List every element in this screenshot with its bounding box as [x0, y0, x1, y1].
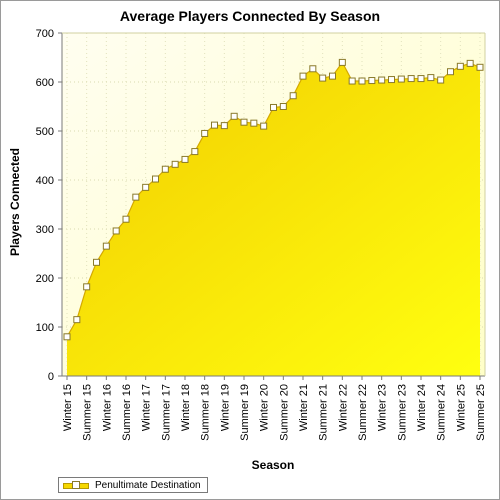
chart-title: Average Players Connected By Season — [119, 8, 381, 24]
data-point — [250, 119, 258, 127]
legend-swatch — [63, 480, 89, 490]
x-tick-label: Winter 23 — [377, 384, 389, 431]
x-tick-label: Summer 15 — [82, 384, 94, 441]
y-tick-label: 600 — [36, 77, 54, 89]
x-tick-label: Winter 19 — [219, 384, 231, 431]
data-point — [299, 72, 307, 80]
data-point — [83, 283, 91, 291]
data-point — [112, 227, 120, 235]
x-tick-label: Winter 22 — [337, 384, 349, 431]
data-point — [466, 59, 474, 67]
data-point — [73, 316, 81, 324]
y-tick-label: 100 — [36, 322, 54, 334]
data-point — [270, 103, 277, 111]
data-point — [279, 103, 287, 110]
x-tick-label: Winter 24 — [416, 384, 428, 431]
x-tick-label: Winter 18 — [180, 384, 192, 431]
x-tick-label: Summer 24 — [436, 384, 448, 441]
data-point — [476, 63, 484, 71]
data-point — [132, 193, 140, 201]
legend: Penultimate Destination — [58, 477, 208, 493]
data-point — [220, 122, 228, 130]
data-point — [230, 112, 238, 120]
x-tick-label: Winter 20 — [259, 384, 271, 431]
x-tick-label: Summer 22 — [357, 384, 369, 441]
x-tick-label: Summer 19 — [239, 384, 251, 441]
data-point — [122, 215, 130, 223]
data-point — [93, 258, 100, 266]
data-point — [407, 75, 415, 83]
y-tick-label: 200 — [36, 273, 54, 285]
y-tick-label: 300 — [36, 224, 54, 236]
data-point — [437, 76, 445, 84]
x-tick-label: Winter 16 — [101, 384, 113, 431]
y-tick-label: 500 — [36, 126, 54, 138]
data-point — [201, 129, 209, 137]
x-tick-label: Summer 25 — [475, 384, 487, 441]
x-tick-label: Winter 21 — [298, 384, 310, 431]
data-point — [161, 165, 169, 173]
data-point — [102, 242, 110, 250]
data-point — [388, 76, 395, 84]
data-point — [378, 76, 386, 84]
data-point — [171, 160, 179, 168]
y-tick-label: 400 — [36, 175, 54, 187]
data-point — [427, 74, 435, 82]
x-tick-label: Summer 20 — [278, 384, 290, 441]
data-point — [260, 122, 268, 130]
data-point — [142, 183, 150, 191]
x-tick-label: Summer 16 — [121, 384, 133, 441]
data-point — [329, 72, 336, 80]
x-tick-label: Summer 23 — [396, 384, 408, 441]
data-point — [152, 175, 159, 183]
x-tick-label: Summer 18 — [200, 384, 212, 441]
legend-label: Penultimate Destination — [95, 479, 201, 491]
data-point — [338, 58, 346, 66]
data-point — [397, 75, 405, 83]
x-tick-label: Winter 17 — [141, 384, 153, 431]
data-point — [447, 68, 454, 76]
data-point — [191, 148, 199, 156]
data-point — [211, 121, 218, 129]
data-point — [417, 75, 425, 83]
data-point — [289, 92, 297, 100]
data-point — [456, 62, 464, 70]
x-tick-label: Summer 17 — [160, 384, 172, 441]
x-tick-label: Winter 15 — [62, 384, 74, 431]
data-point — [319, 74, 327, 82]
x-tick-label: Summer 21 — [318, 384, 330, 441]
y-tick-label: 0 — [48, 371, 54, 383]
data-point — [348, 77, 356, 85]
data-point — [240, 118, 248, 126]
x-axis-label: Season — [251, 458, 295, 472]
data-point — [181, 155, 189, 163]
x-tick-label: Winter 25 — [455, 384, 467, 431]
data-point — [309, 65, 317, 73]
series-area — [67, 62, 480, 377]
y-tick-label: 700 — [36, 28, 54, 40]
data-point — [63, 333, 71, 341]
data-point — [368, 77, 376, 85]
data-point — [358, 77, 366, 85]
